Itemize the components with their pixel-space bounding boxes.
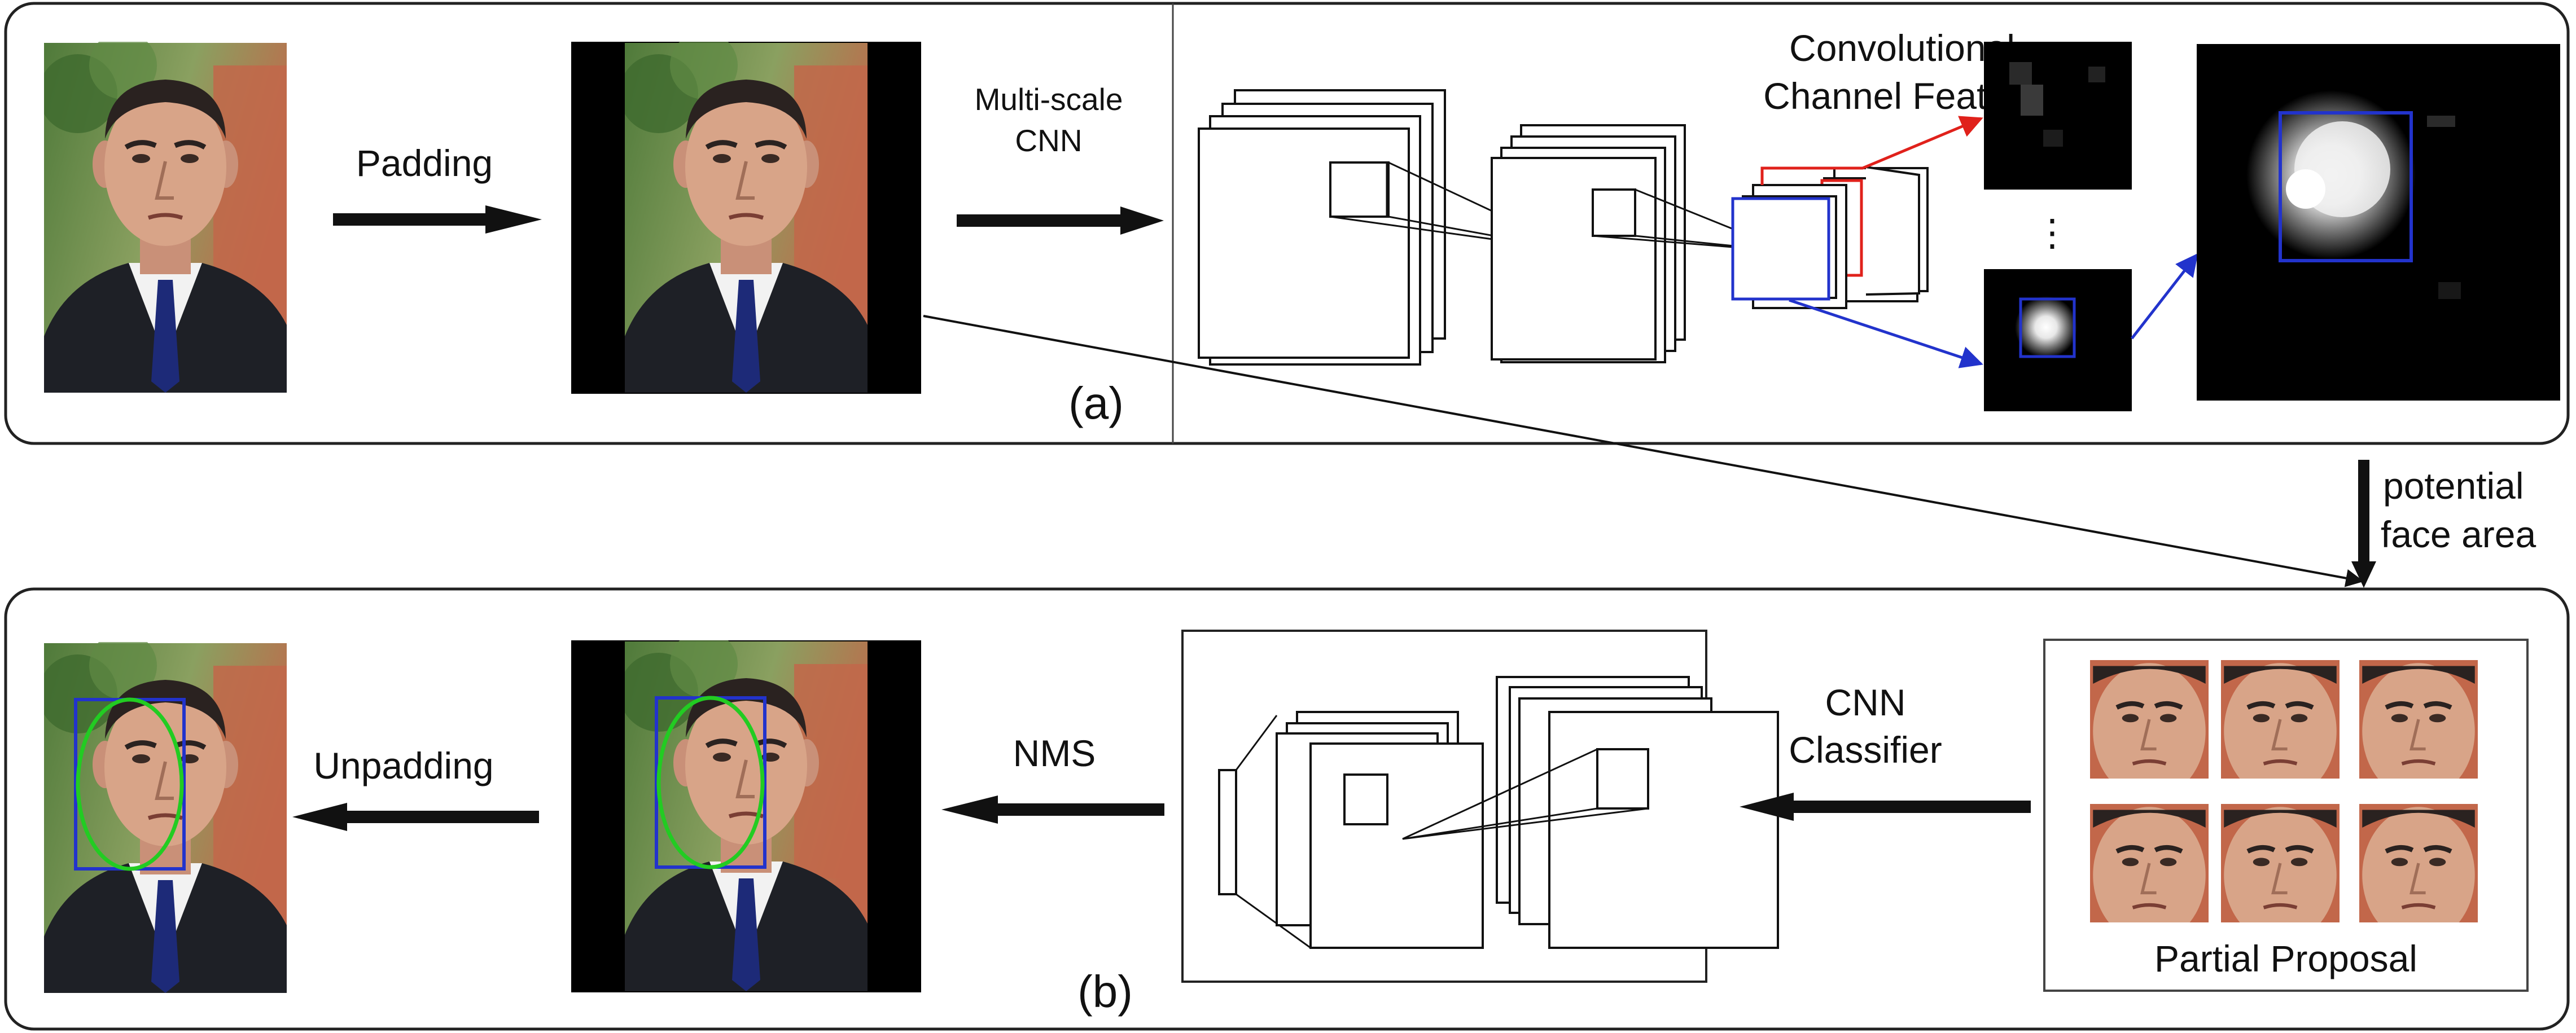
dim-heatmap-icon [1984,42,2132,190]
padded-face-photo-icon [571,42,921,394]
blue-channel-arrow-icon [1789,298,1983,368]
cnn-layer-stack-2 [1491,124,1686,363]
multiscale-arrow-icon [957,206,1164,235]
proposal-crop-5 [2221,804,2340,943]
panel-a: Padding Multi-scale CNN [4,2,2570,445]
classifier-label-line1: CNN [1825,682,1906,723]
unpadding-arrow-icon [292,803,539,831]
panel-b-border [4,587,2570,1031]
final-face-photo-icon [38,632,287,993]
ccf-label-line1: Convolutional [1789,27,2015,69]
classifier-arrow-icon [1740,793,2031,821]
panel-b-label: (b) [1077,966,1133,1017]
cnn-layer-stack-1 [1198,89,1446,366]
potential-face-area-arrow-icon [2351,460,2376,588]
unpadding-label: Unpadding [313,745,493,786]
padding-label: Padding [356,142,493,184]
bright-heatmap-icon [1984,269,2132,411]
channel-ellipsis: ⋮ [2034,212,2071,253]
multiscale-label-line1: Multi-scale [975,82,1123,117]
red-channel-arrow-icon [1760,116,1983,185]
blue-feature-box [1731,197,1830,301]
classifier-label-line2: Classifier [1789,729,1942,771]
proposal-crop-3 [2359,660,2478,799]
multiscale-label-line2: CNN [1015,123,1082,158]
padding-arrow-icon [333,205,542,234]
proposal-crop-1 [2090,660,2209,799]
nms-face-photo-icon [571,640,921,992]
proposal-crop-2 [2221,660,2340,799]
transition-label-line1: potential [2383,465,2524,507]
heatmap-zoom-arrow-icon [2131,253,2198,340]
cnn-classifier-network [1181,630,1779,983]
panel-a-label: (a) [1068,378,1124,428]
proposal-crop-4 [2090,804,2209,943]
nms-label: NMS [1013,732,1096,774]
padded-image-link-arrow-icon [923,315,2364,587]
original-face-photo-icon [38,32,287,393]
panel-a-border [4,2,2570,445]
large-heatmap-icon [2197,44,2560,401]
partial-proposal-label: Partial Proposal [2154,938,2417,979]
nms-arrow-icon [941,795,1164,824]
panel-b: Unpadding NMS [4,587,2570,1031]
proposal-crop-6 [2359,804,2478,943]
partial-proposal-panel [2043,639,2529,992]
transition-label-line2: face area [2381,513,2536,555]
channel-feature-stack [1731,166,1929,309]
cnn-kernel-1 [1329,161,1578,252]
